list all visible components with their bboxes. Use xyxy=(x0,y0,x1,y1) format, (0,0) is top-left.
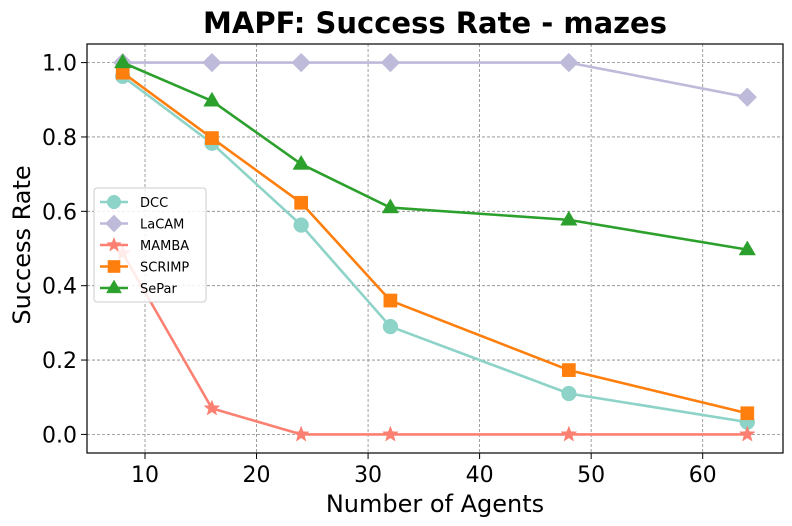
legend-label-scrimp: SCRIMP xyxy=(140,261,189,276)
x-tick-label: 50 xyxy=(577,463,605,488)
data-point-separ xyxy=(114,53,132,69)
series-dcc xyxy=(115,68,755,430)
series-separ xyxy=(114,53,756,256)
y-tick-label: 0.2 xyxy=(42,349,77,374)
data-point-dcc xyxy=(293,217,309,233)
legend: DCC LaCAM MAMBA SCRIMP SePar xyxy=(93,187,207,303)
data-point-separ xyxy=(738,240,756,256)
series-line-mamba xyxy=(121,252,748,436)
data-point-dcc xyxy=(561,385,577,402)
data-point-lacam xyxy=(737,87,758,107)
data-point-separ xyxy=(203,91,221,107)
series-line-dcc xyxy=(121,75,748,424)
x-tick-label: 30 xyxy=(354,463,382,488)
legend-marker-scrimp xyxy=(107,260,121,273)
legend-item-dcc: DCC xyxy=(100,194,168,211)
data-point-separ xyxy=(292,154,310,170)
x-tick-label: 10 xyxy=(131,463,159,488)
chart-title: MAPF: Success Rate - mazes xyxy=(203,6,667,40)
plot-frame xyxy=(86,43,784,454)
data-point-mamba xyxy=(292,425,310,442)
ticks: 10 20 30 40 50 60 0.0 0.2 0.4 0.6 0.8 1.0 xyxy=(42,52,717,488)
y-tick-label: 0.6 xyxy=(42,200,77,225)
y-axis-label: Success Rate xyxy=(8,165,36,324)
x-tick-label: 40 xyxy=(466,463,494,488)
legend-label-dcc: DCC xyxy=(140,196,168,211)
data-point-scrimp xyxy=(740,406,755,421)
data-point-lacam xyxy=(559,52,579,73)
data-point-scrimp xyxy=(383,293,398,308)
series-scrimp xyxy=(115,65,755,421)
y-tick-label: 0.8 xyxy=(42,126,77,151)
series-line-lacam xyxy=(122,61,748,99)
legend-marker-lacam xyxy=(105,214,123,233)
data-point-mamba xyxy=(203,399,221,416)
legend-marker-mamba xyxy=(106,236,122,252)
legend-item-separ: SePar xyxy=(100,279,177,297)
data-point-scrimp xyxy=(205,131,219,145)
legend-marker-separ xyxy=(106,279,122,294)
data-point-lacam xyxy=(380,52,401,73)
y-tick-label: 1.0 xyxy=(42,52,77,77)
legend-label-separ: SePar xyxy=(140,282,177,297)
legend-label-mamba: MAMBA xyxy=(140,239,189,254)
series-line-separ xyxy=(122,61,748,251)
data-point-scrimp xyxy=(294,195,309,210)
data-point-separ xyxy=(381,198,400,214)
y-tick-label: 0.0 xyxy=(42,423,77,448)
data-point-lacam xyxy=(202,52,222,73)
y-tick-label: 0.4 xyxy=(42,275,77,300)
legend-box xyxy=(93,187,207,303)
legend-item-lacam: LaCAM xyxy=(100,214,184,233)
x-tick-label: 20 xyxy=(243,463,271,488)
x-tick-label: 60 xyxy=(689,463,717,488)
data-point-dcc xyxy=(382,318,399,335)
x-axis-label: Number of Agents xyxy=(326,490,544,518)
series-line-scrimp xyxy=(121,71,748,415)
data-point-mamba xyxy=(381,425,399,442)
legend-marker-dcc xyxy=(106,194,122,210)
legend-item-scrimp: SCRIMP xyxy=(100,260,189,276)
data-point-mamba xyxy=(560,425,578,442)
data-point-mamba xyxy=(738,425,756,442)
data-point-scrimp xyxy=(561,363,576,377)
legend-item-mamba: MAMBA xyxy=(100,236,189,254)
legend-label-lacam: LaCAM xyxy=(140,218,184,233)
data-point-lacam xyxy=(291,52,311,73)
data-point-separ xyxy=(560,210,578,226)
series-layer xyxy=(112,52,758,442)
